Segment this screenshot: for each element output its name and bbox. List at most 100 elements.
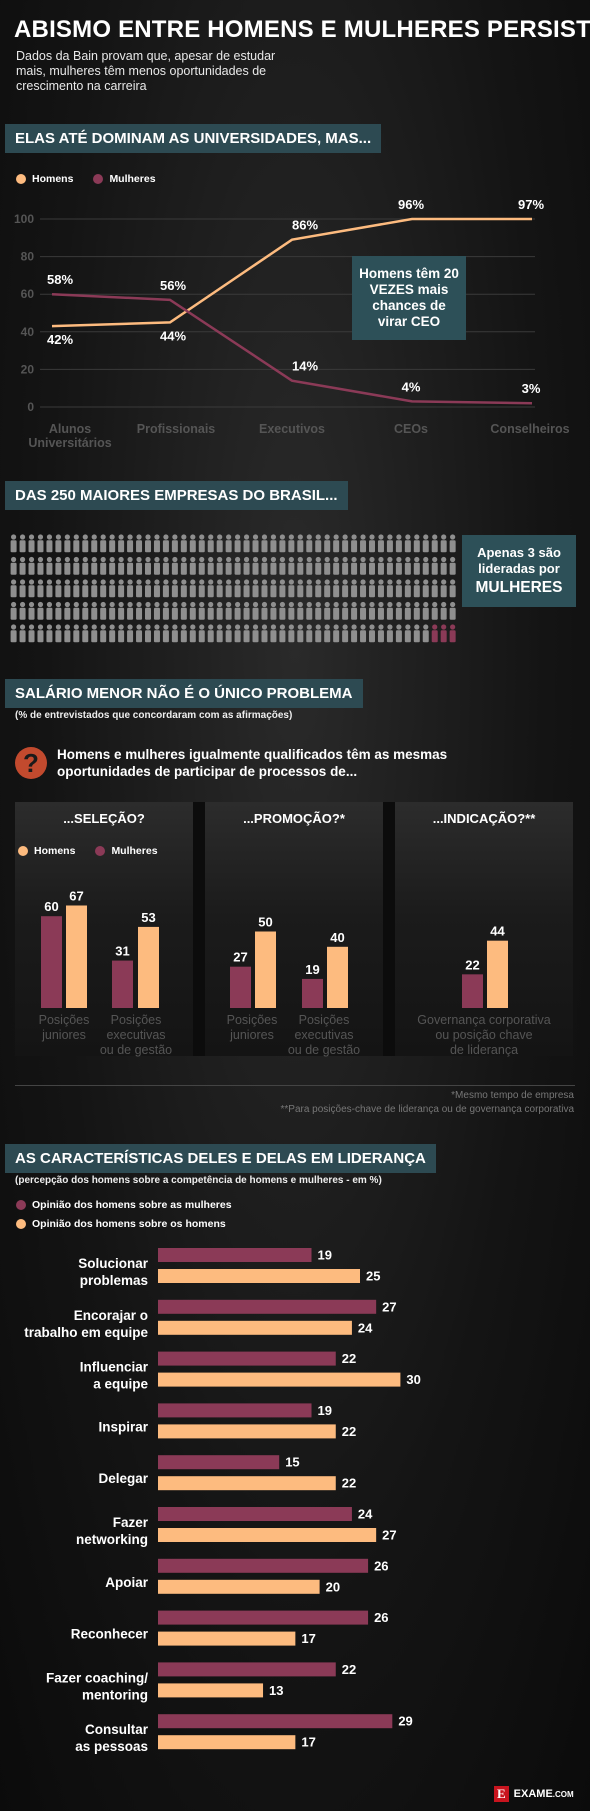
- bar-men: [255, 931, 276, 1008]
- hbar-category-label: Fazer coaching/: [46, 1670, 148, 1685]
- section-banner-salary: SALÁRIO MENOR NÃO É O ÚNICO PROBLEMA: [5, 679, 363, 708]
- legend-dot-opinion-women: [16, 1200, 26, 1210]
- companies-pictograph: [10, 534, 456, 643]
- person-icon: [288, 579, 295, 598]
- hbar-women-value: 19: [318, 1403, 332, 1418]
- person-icon: [270, 534, 277, 553]
- hbar-men: [158, 1476, 336, 1491]
- person-icon: [360, 534, 367, 553]
- hbar-women-value: 29: [398, 1714, 412, 1729]
- person-icon: [10, 579, 17, 598]
- person-icon: [198, 601, 205, 620]
- ceo-callout: Homens têm 20 VEZES mais chances de vira…: [352, 256, 466, 340]
- bar-category-label: Posições: [227, 1013, 278, 1027]
- person-icon: [369, 556, 375, 575]
- person-icon: [109, 534, 116, 553]
- line-label-men: 86%: [292, 218, 318, 233]
- person-icon: [315, 556, 322, 575]
- hbar-women: [158, 1507, 352, 1521]
- person-icon: [342, 534, 349, 553]
- person-icon: [189, 601, 196, 620]
- legend-dot-men: [16, 174, 26, 184]
- person-icon: [404, 534, 411, 553]
- hbar-women-value: 19: [318, 1248, 332, 1263]
- line-chart-ytick: 60: [21, 287, 35, 301]
- person-icon: [449, 579, 456, 598]
- person-icon: [404, 556, 411, 575]
- person-icon: [189, 534, 196, 553]
- person-icon: [207, 601, 214, 620]
- person-icon: [225, 579, 232, 598]
- bar-women: [112, 960, 133, 1008]
- person-icon: [324, 556, 331, 575]
- person-icon: [118, 601, 125, 620]
- person-icon: [145, 579, 151, 598]
- section-banner-companies: DAS 250 MAIORES EMPRESAS DO BRASIL...: [5, 481, 348, 510]
- question-icon: ?: [15, 747, 47, 779]
- person-icon: [64, 556, 71, 575]
- person-icon: [82, 556, 89, 575]
- bar-category-label: ou de gestão: [288, 1043, 360, 1057]
- legend-label-women-2: Mulheres: [111, 845, 158, 857]
- page-subtitle: Dados da Bain provam que, apesar de estu…: [16, 49, 276, 93]
- person-icon: [162, 579, 169, 598]
- person-icon: [324, 601, 331, 620]
- line-label-women: 14%: [292, 359, 318, 374]
- bar-women: [230, 966, 251, 1008]
- person-icon: [136, 534, 143, 553]
- person-icon: [333, 579, 340, 598]
- person-icon: [19, 579, 26, 598]
- person-icon: [360, 601, 367, 620]
- person-icon: [127, 579, 134, 598]
- bar-men-value: 50: [258, 915, 272, 930]
- person-icon: [252, 534, 259, 553]
- person-icon: [82, 579, 89, 598]
- person-icon: [243, 556, 250, 575]
- legend-label-opinion-men: Opinião dos homens sobre os homens: [32, 1218, 226, 1230]
- person-icon: [270, 624, 277, 643]
- person-icon: [153, 624, 160, 643]
- person-icon: [369, 624, 375, 643]
- hbar-women-value: 15: [285, 1455, 299, 1470]
- legend-dot-women-2: [95, 846, 106, 856]
- person-icon: [171, 556, 178, 575]
- person-icon: [324, 579, 331, 598]
- person-icon: [279, 556, 286, 575]
- hbar-men-value: 27: [382, 1528, 396, 1543]
- line-category-label: Executivos: [259, 422, 325, 436]
- person-icon: [73, 556, 80, 575]
- line-label-women: 4%: [402, 379, 421, 394]
- opportunity-bar-charts: 6067Posiçõesjuniores3153Posiçõesexecutiv…: [39, 888, 551, 1057]
- person-icon: [404, 579, 411, 598]
- person-icon: [395, 556, 402, 575]
- person-icon: [351, 601, 358, 620]
- person-icon: [100, 624, 107, 643]
- hbar-category-label: Delegar: [98, 1471, 148, 1486]
- person-icon: [180, 601, 187, 620]
- person-icon: [315, 601, 322, 620]
- hbar-category-label: Reconhecer: [71, 1627, 149, 1642]
- hbar-category-label: Consultar: [85, 1722, 149, 1737]
- brand-logo: E EXAME .COM: [494, 1786, 574, 1802]
- person-icon: [261, 534, 268, 553]
- person-icon: [100, 556, 107, 575]
- person-icon: [386, 534, 393, 553]
- bar-category-label: executivas: [294, 1028, 353, 1042]
- hbar-men: [158, 1735, 296, 1750]
- person-icon: [297, 624, 304, 643]
- line-category-label: CEOs: [394, 422, 428, 436]
- person-icon: [315, 624, 322, 643]
- panel-indicacao: [395, 802, 573, 1056]
- hbar-women: [158, 1610, 369, 1625]
- bar-women-value: 31: [115, 944, 129, 959]
- person-icon: [207, 579, 214, 598]
- hbar-women: [158, 1299, 377, 1314]
- person-icon: [207, 624, 214, 643]
- person-icon: [369, 601, 375, 620]
- person-icon: [153, 534, 160, 553]
- woman-icon: [431, 624, 438, 643]
- person-icon: [395, 601, 402, 620]
- person-icon: [333, 556, 340, 575]
- person-icon: [171, 624, 178, 643]
- brand-name: EXAME: [513, 1788, 553, 1800]
